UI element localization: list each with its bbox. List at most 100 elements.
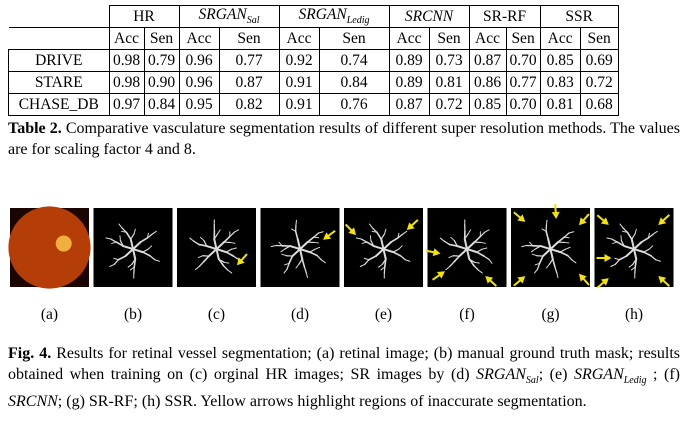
vessel — [643, 251, 652, 257]
vessel — [631, 233, 636, 240]
vessel — [466, 241, 476, 251]
panel — [8, 206, 91, 289]
vessel — [299, 248, 311, 254]
vessel — [622, 227, 629, 233]
arrow-head — [579, 217, 587, 226]
vessel — [378, 263, 383, 268]
value-cell: 0.83 — [539, 71, 581, 94]
method-math: SRGANSal — [199, 6, 260, 26]
vessel — [647, 232, 650, 239]
vessel — [131, 258, 136, 265]
vessel — [314, 246, 321, 250]
vessel — [404, 259, 411, 262]
vessel — [113, 257, 119, 261]
arrow-head — [600, 217, 609, 225]
vessel — [232, 255, 240, 261]
vessel — [270, 245, 277, 248]
value-cell: 0.87 — [388, 93, 430, 116]
vessel — [290, 228, 297, 232]
vessel — [299, 241, 309, 251]
vessel — [479, 231, 486, 238]
vessel — [289, 245, 301, 251]
data-row: STARE 0.98 0.90 0.96 0.87 0.91 0.84 0.89 0.81 0.8… — [8, 71, 619, 94]
vessel — [283, 268, 288, 274]
vessel — [398, 245, 403, 250]
table-caption: Table 2. Comparative vasculature segment… — [8, 118, 680, 160]
vessel — [566, 254, 573, 261]
vessel — [473, 235, 482, 243]
arrow-head — [323, 232, 332, 240]
value-cell: 0.86 — [468, 71, 507, 94]
vessel — [215, 248, 228, 254]
corner-cell — [8, 5, 110, 28]
optic-disc — [55, 235, 72, 252]
vessel — [115, 241, 124, 247]
metric-header: Sen — [218, 27, 280, 50]
vessel — [565, 246, 571, 250]
vessel — [370, 239, 375, 247]
value-cell: 0.96 — [178, 49, 220, 72]
vessel — [521, 245, 527, 248]
vessel — [473, 264, 479, 271]
vessel — [549, 248, 562, 254]
vessel — [381, 258, 387, 265]
vessel — [392, 248, 400, 253]
value-cell: 0.98 — [108, 71, 145, 94]
vessel — [614, 257, 620, 261]
value-cell: 0.77 — [218, 49, 280, 72]
vessel — [397, 233, 404, 239]
value-cell: 0.98 — [108, 49, 145, 72]
vessel — [477, 269, 483, 274]
vessel — [198, 261, 205, 268]
vessel — [117, 255, 127, 261]
panel — [594, 208, 674, 289]
vessel — [650, 255, 657, 261]
vessel — [439, 237, 445, 242]
vessel — [149, 255, 156, 261]
vessel — [534, 262, 541, 266]
vessel — [463, 238, 468, 251]
vessel — [233, 229, 240, 233]
vessel — [121, 227, 128, 233]
vessel — [633, 248, 638, 261]
vessel — [652, 230, 658, 235]
metric-header: Sen — [579, 27, 619, 50]
vessel — [199, 236, 205, 242]
math-main: SRGAN — [573, 366, 624, 383]
math-sub: Ledig — [346, 15, 370, 27]
vessel — [359, 263, 366, 267]
value-cell: 0.96 — [178, 71, 220, 94]
vessel — [139, 237, 149, 243]
value-cell: 0.69 — [579, 49, 619, 72]
method-name: ; (f) — [646, 366, 681, 383]
value-cell: 0.74 — [318, 49, 390, 72]
vessel — [225, 251, 235, 257]
vessel — [488, 258, 493, 264]
method-name: ; (e) — [538, 366, 574, 383]
vessel — [541, 228, 547, 232]
value-cell: 0.91 — [278, 71, 320, 94]
method-header: SRGANSal — [178, 5, 280, 28]
vessel — [313, 236, 320, 239]
value-cell: 0.84 — [143, 93, 180, 116]
vessel — [284, 262, 290, 266]
fundus — [8, 206, 91, 289]
value-cell: 0.95 — [178, 93, 220, 116]
vessel — [545, 263, 550, 269]
vessel — [316, 254, 323, 261]
vessel — [203, 239, 208, 247]
panel-label: (h) — [625, 306, 643, 323]
vessel — [468, 258, 476, 263]
vessel — [296, 238, 301, 251]
vessel — [305, 272, 308, 279]
vessel — [630, 266, 636, 271]
vessel — [218, 258, 225, 263]
arrow-head — [551, 211, 560, 219]
vessel — [130, 233, 135, 240]
vessel — [124, 248, 134, 258]
vessel — [129, 266, 135, 271]
vessel — [484, 229, 490, 233]
vessel — [399, 255, 406, 261]
vessel — [125, 231, 132, 240]
method-math: SRGANSal — [476, 366, 539, 386]
